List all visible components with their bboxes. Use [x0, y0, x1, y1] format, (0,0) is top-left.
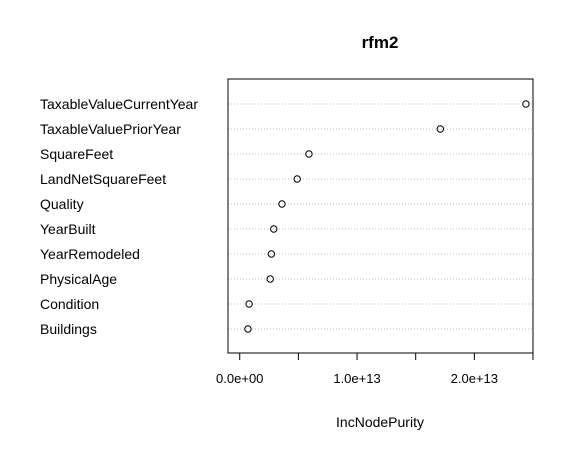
- x-tick-label: 0.0e+00: [216, 371, 263, 386]
- category-label: Buildings: [40, 321, 97, 337]
- data-point: [278, 200, 286, 208]
- data-point: [245, 300, 253, 308]
- gridlines: [228, 103, 533, 330]
- category-label: PhysicalAge: [40, 271, 117, 287]
- data-point: [436, 125, 445, 133]
- x-axis-label: IncNodePurity: [336, 414, 424, 430]
- data-point: [270, 225, 278, 233]
- x-axis: 0.0e+00 1.0e+13 2.0e+13: [216, 352, 534, 386]
- data-point: [305, 150, 313, 158]
- category-label: TaxableValueCurrentYear: [40, 96, 198, 112]
- category-label: Condition: [40, 296, 99, 312]
- category-label: TaxableValuePriorYear: [40, 121, 181, 137]
- category-labels: TaxableValueCurrentYear TaxableValuePrior…: [40, 96, 198, 337]
- data-point: [267, 250, 276, 258]
- x-tick-label: 2.0e+13: [451, 371, 498, 386]
- data-points: [244, 100, 530, 333]
- category-label: Quality: [40, 196, 84, 212]
- category-label: YearRemodeled: [40, 246, 140, 262]
- category-label: YearBuilt: [40, 221, 96, 237]
- category-label: SquareFeet: [40, 146, 113, 162]
- x-tick-label: 1.0e+13: [333, 371, 380, 386]
- data-point: [266, 275, 274, 283]
- data-point: [293, 175, 301, 183]
- chart-title: rfm2: [362, 33, 399, 52]
- plot-frame: [227, 78, 534, 354]
- data-point: [522, 100, 530, 108]
- data-point: [244, 325, 252, 333]
- category-label: LandNetSquareFeet: [40, 171, 166, 187]
